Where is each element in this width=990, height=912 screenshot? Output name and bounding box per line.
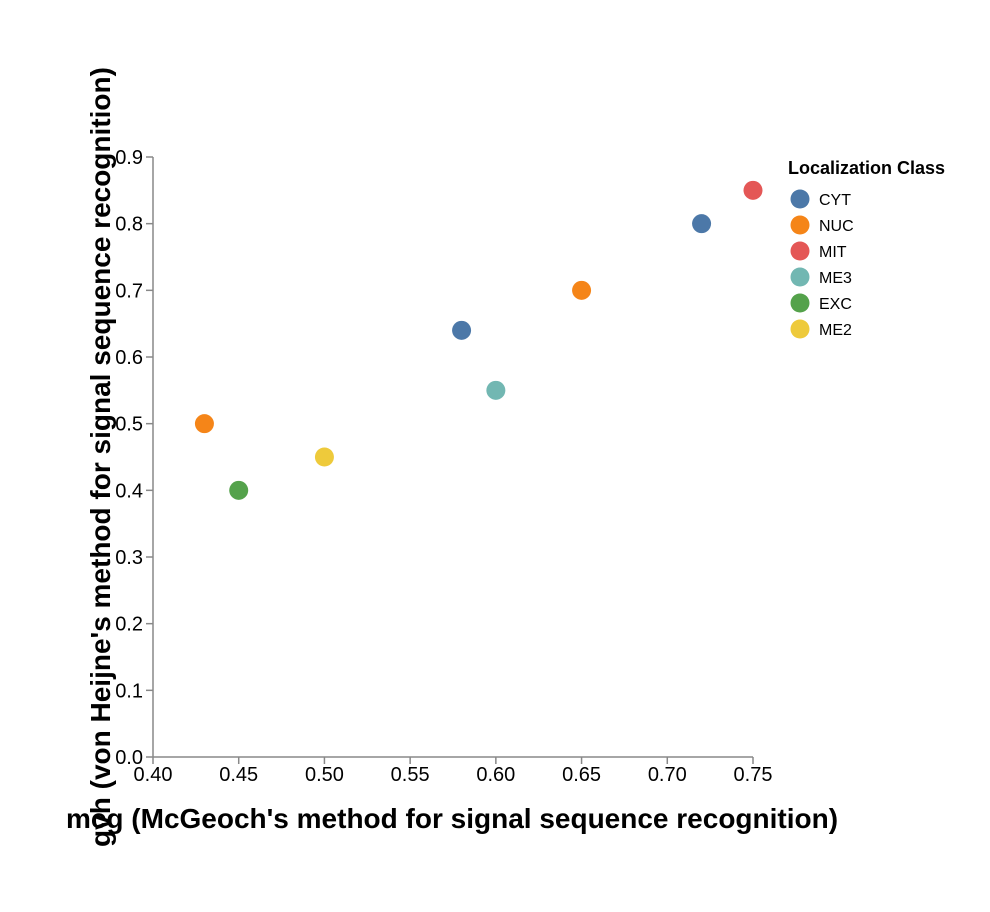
legend-swatch-me3 <box>790 267 810 287</box>
y-tick-label: 0.5 <box>115 414 143 436</box>
legend-swatch-me2 <box>790 319 810 339</box>
data-point-me3 <box>486 380 506 400</box>
data-point-nuc <box>572 280 592 300</box>
x-tick-label: 0.50 <box>305 764 344 786</box>
legend-label-me3: ME3 <box>819 270 852 287</box>
data-point-cyt <box>692 214 712 234</box>
y-tick-label: 0.0 <box>115 747 143 769</box>
x-tick-label: 0.45 <box>219 764 258 786</box>
y-tick-label: 0.7 <box>115 280 143 302</box>
data-point-cyt <box>452 320 472 340</box>
y-axis-title: gvh (von Heijne's method for signal sequ… <box>85 67 116 847</box>
legend-swatch-nuc <box>790 215 810 235</box>
legend-title: Localization Class <box>788 158 945 178</box>
x-tick-label: 0.55 <box>391 764 430 786</box>
data-points <box>194 180 763 500</box>
x-tick-label: 0.75 <box>734 764 773 786</box>
x-tick-label: 0.60 <box>476 764 515 786</box>
y-tick-label: 0.1 <box>115 680 143 702</box>
y-tick-label: 0.8 <box>115 214 143 236</box>
data-point-nuc <box>194 414 214 434</box>
legend-swatch-cyt <box>790 189 810 209</box>
legend-label-exc: EXC <box>819 296 852 313</box>
x-axis: 0.40 0.45 0.50 0.55 0.60 0.65 0.70 0.75 <box>134 756 773 786</box>
data-point-exc <box>229 480 249 500</box>
x-tick-label: 0.65 <box>562 764 601 786</box>
y-axis: 0.0 0.1 0.2 0.3 0.4 0.5 0.6 0.7 0.8 0.9 <box>115 147 154 769</box>
legend-swatch-exc <box>790 293 810 313</box>
legend-label-cyt: CYT <box>819 192 851 209</box>
x-axis-title: mcg (McGeoch's method for signal sequenc… <box>66 803 838 834</box>
y-tick-label: 0.3 <box>115 547 143 569</box>
y-tick-label: 0.6 <box>115 347 143 369</box>
y-tick-label: 0.9 <box>115 147 143 169</box>
x-tick-label: 0.40 <box>134 764 173 786</box>
y-tick-label: 0.2 <box>115 614 143 636</box>
legend: Localization Class CYT NUC MIT ME3 EXC ME2 <box>788 158 945 339</box>
y-tick-label: 0.4 <box>115 480 143 502</box>
x-tick-label: 0.70 <box>648 764 687 786</box>
data-point-me2 <box>314 447 334 467</box>
legend-label-mit: MIT <box>819 244 847 261</box>
legend-label-nuc: NUC <box>819 218 854 235</box>
data-point-mit <box>743 180 763 200</box>
legend-swatch-mit <box>790 241 810 261</box>
legend-label-me2: ME2 <box>819 322 852 339</box>
